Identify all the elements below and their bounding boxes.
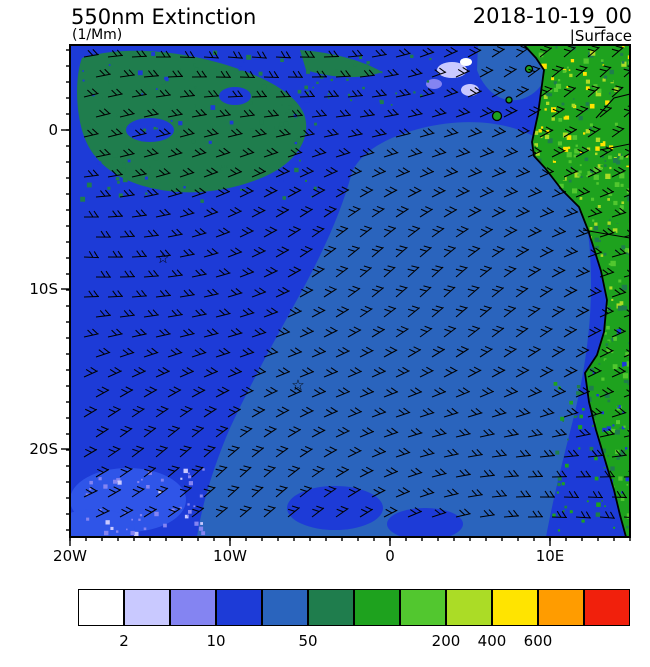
colorbar-segment [538,589,584,626]
map-frame [69,44,631,538]
colorbar-tick-label: 2 [119,632,129,650]
map-field: ☆☆ [70,45,630,537]
colorbar [78,589,630,626]
colorbar-segment [584,589,630,626]
plot-units: (1/Mm) [72,27,123,43]
plume-blue-hole [287,486,383,530]
wind-barbs [83,45,630,519]
dark-blue-patch-northeast [477,45,549,101]
lon-axis-label: 0 [385,547,395,565]
white-patch [460,58,472,66]
green-finger-top [300,50,382,78]
periwinkle-patch [426,79,442,89]
colorbar-tick-label: 200 [431,632,461,650]
colorbar-segment [124,589,170,626]
plot-level: |Surface [569,27,632,45]
colorbar-tick-label: 600 [523,632,553,650]
plot-title: 550nm Extinction [71,5,257,29]
lon-axis-label: 10E [535,547,565,565]
colorbar-tick-label: 50 [298,632,318,650]
speckle-group [85,468,206,537]
blue-hole [219,87,251,105]
colorbar-tick-label: 10 [206,632,226,650]
colorbar-segment [262,589,308,626]
lat-axis-label: 10S [29,280,58,298]
coastline [523,45,627,537]
lon-axis-label: 10W [213,547,247,565]
lon-axis-label: 20W [53,547,87,565]
colorbar-segment [492,589,538,626]
station-marker: ☆ [156,249,169,267]
colorbar-segment [170,589,216,626]
colorbar-segment [354,589,400,626]
colorbar-tick-label: 400 [477,632,507,650]
lat-axis-label: 20S [29,440,58,458]
station-markers: ☆☆ [156,249,304,394]
plume-blue-hole [387,508,463,537]
green-patch-northwest [77,50,307,193]
axis-ticks [61,49,631,546]
colorbar-segment [446,589,492,626]
lavender-patch [437,62,467,78]
island-sao-tome [491,110,503,122]
corner-blue-patch [70,509,135,537]
lat-axis-label: 0 [48,121,58,139]
plot-datetime: 2018-10-19_00 [472,4,632,28]
colorbar-segment [308,589,354,626]
colorbar-segment [78,589,124,626]
country-border [599,143,630,151]
colorbar-segment [216,589,262,626]
country-border [595,93,630,119]
colorbar-segment [400,589,446,626]
island-principe [505,96,513,104]
station-marker: ☆ [291,376,304,394]
country-border [582,229,630,239]
